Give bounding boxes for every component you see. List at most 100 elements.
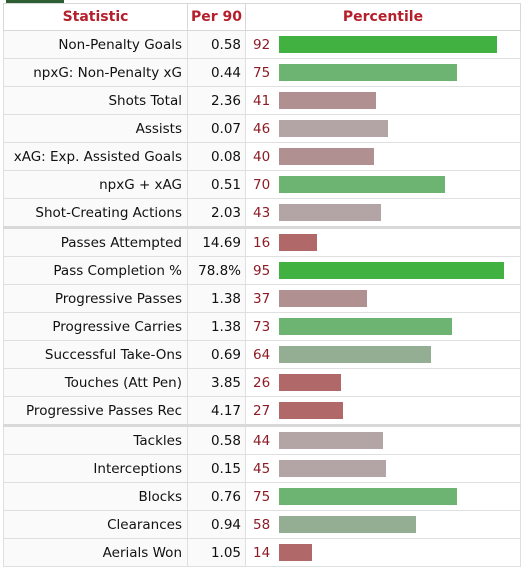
percentile-bar <box>279 262 504 279</box>
percentile-value: 27 <box>253 402 271 419</box>
per90-cell: 0.76 <box>187 482 246 511</box>
per90-header[interactable]: Per 90 <box>187 3 246 31</box>
percentile-cell: 27 <box>245 396 521 426</box>
table-row: Aerials Won 1.05 14 <box>3 538 521 567</box>
percentile-value: 26 <box>253 374 271 391</box>
table-row: Successful Take-Ons 0.69 64 <box>3 340 521 369</box>
percentile-value: 95 <box>253 262 271 279</box>
percentile-cell: 75 <box>245 482 521 511</box>
statistic-cell: npxG + xAG <box>3 170 188 199</box>
per90-cell: 1.05 <box>187 538 246 567</box>
table-row: npxG + xAG 0.51 70 <box>3 170 521 199</box>
percentile-cell: 75 <box>245 58 521 87</box>
statistic-cell: Clearances <box>3 510 188 539</box>
percentile-value: 37 <box>253 290 271 307</box>
percentile-value: 44 <box>253 432 271 449</box>
statistic-cell: Successful Take-Ons <box>3 340 188 369</box>
table-row: Assists 0.07 46 <box>3 114 521 143</box>
percentile-bar <box>279 346 431 363</box>
percentile-cell: 95 <box>245 256 521 285</box>
percentile-bar <box>279 290 367 307</box>
statistic-cell: Progressive Passes <box>3 284 188 313</box>
percentile-cell: 46 <box>245 114 521 143</box>
table-row: Non-Penalty Goals 0.58 92 <box>3 30 521 59</box>
percentile-cell: 37 <box>245 284 521 313</box>
percentile-cell: 43 <box>245 198 521 228</box>
percentile-cell: 26 <box>245 368 521 397</box>
per90-cell: 0.07 <box>187 114 246 143</box>
table-row: Passes Attempted 14.69 16 <box>3 226 521 257</box>
statistic-cell: Interceptions <box>3 454 188 483</box>
percentile-cell: 44 <box>245 424 521 455</box>
percentile-bar <box>279 544 312 561</box>
statistic-cell: Touches (Att Pen) <box>3 368 188 397</box>
statistic-cell: Tackles <box>3 424 188 455</box>
percentile-value: 70 <box>253 176 271 193</box>
percentile-bar <box>279 204 381 221</box>
percentile-bar <box>279 36 497 53</box>
percentile-cell: 70 <box>245 170 521 199</box>
statistic-cell: Non-Penalty Goals <box>3 30 188 59</box>
per90-cell: 1.38 <box>187 284 246 313</box>
table-row: Blocks 0.76 75 <box>3 482 521 511</box>
percentile-cell: 40 <box>245 142 521 171</box>
percentile-value: 16 <box>253 234 271 251</box>
statistic-cell: Progressive Carries <box>3 312 188 341</box>
per90-cell: 3.85 <box>187 368 246 397</box>
percentile-bar <box>279 488 457 505</box>
per90-cell: 0.08 <box>187 142 246 171</box>
statistic-cell: xAG: Exp. Assisted Goals <box>3 142 188 171</box>
statistic-cell: Shots Total <box>3 86 188 115</box>
table-row: Progressive Carries 1.38 73 <box>3 312 521 341</box>
table-row: Clearances 0.94 58 <box>3 510 521 539</box>
table-row: npxG: Non-Penalty xG 0.44 75 <box>3 58 521 87</box>
percentile-bar <box>279 374 341 391</box>
table-row: Interceptions 0.15 45 <box>3 454 521 483</box>
percentile-bar <box>279 516 416 533</box>
per90-cell: 0.58 <box>187 424 246 455</box>
percentile-table: Statistic Per 90 Percentile Non-Penalty … <box>3 3 521 567</box>
percentile-bar <box>279 176 445 193</box>
table-row: xAG: Exp. Assisted Goals 0.08 40 <box>3 142 521 171</box>
percentile-cell: 58 <box>245 510 521 539</box>
percentile-bar <box>279 120 388 137</box>
per90-cell: 1.38 <box>187 312 246 341</box>
per90-cell: 0.58 <box>187 30 246 59</box>
per90-cell: 0.44 <box>187 58 246 87</box>
statistic-cell: Aerials Won <box>3 538 188 567</box>
statistic-cell: npxG: Non-Penalty xG <box>3 58 188 87</box>
statistic-cell: Blocks <box>3 482 188 511</box>
percentile-bar <box>279 234 317 251</box>
percentile-value: 92 <box>253 36 271 53</box>
per90-cell: 14.69 <box>187 226 246 257</box>
per90-cell: 0.51 <box>187 170 246 199</box>
table-body: Non-Penalty Goals 0.58 92 npxG: Non-Penalty… <box>3 30 521 567</box>
statistic-cell: Assists <box>3 114 188 143</box>
percentile-value: 41 <box>253 92 271 109</box>
percentile-bar <box>279 460 386 477</box>
table-row: Touches (Att Pen) 3.85 26 <box>3 368 521 397</box>
percentile-value: 46 <box>253 120 271 137</box>
percentile-cell: 92 <box>245 30 521 59</box>
percentile-bar <box>279 148 374 165</box>
statistic-cell: Shot-Creating Actions <box>3 198 188 228</box>
statistic-header[interactable]: Statistic <box>3 3 188 31</box>
percentile-cell: 45 <box>245 454 521 483</box>
percentile-value: 64 <box>253 346 271 363</box>
statistic-cell: Progressive Passes Rec <box>3 396 188 426</box>
percentile-header[interactable]: Percentile <box>245 3 521 31</box>
statistic-cell: Pass Completion % <box>3 256 188 285</box>
statistic-cell: Passes Attempted <box>3 226 188 257</box>
percentile-cell: 73 <box>245 312 521 341</box>
percentile-cell: 41 <box>245 86 521 115</box>
per90-cell: 0.15 <box>187 454 246 483</box>
header-row: Statistic Per 90 Percentile <box>3 3 521 31</box>
table-row: Pass Completion % 78.8% 95 <box>3 256 521 285</box>
percentile-bar <box>279 92 376 109</box>
per90-cell: 2.03 <box>187 198 246 228</box>
percentile-value: 14 <box>253 544 271 561</box>
percentile-value: 58 <box>253 516 271 533</box>
percentile-bar <box>279 402 343 419</box>
table-row: Shot-Creating Actions 2.03 43 <box>3 198 521 228</box>
